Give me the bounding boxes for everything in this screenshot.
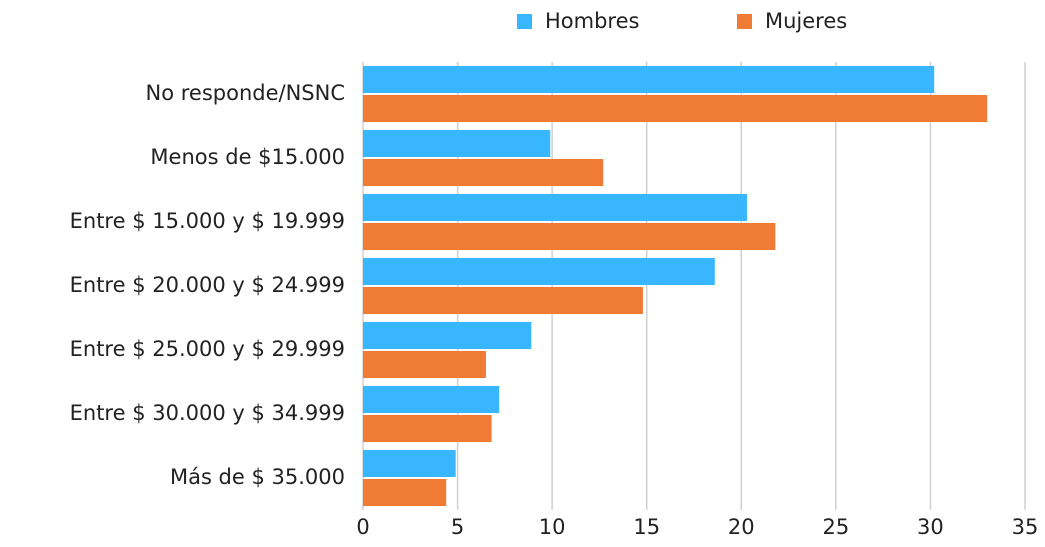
bar [363, 351, 486, 378]
legend-label: Hombres [545, 9, 639, 33]
y-tick-label: Más de $ 35.000 [170, 465, 345, 489]
x-tick-label: 10 [539, 515, 566, 539]
y-tick-label: No responde/NSNC [146, 81, 346, 105]
bar [363, 194, 747, 221]
bar [363, 66, 935, 93]
x-tick-label: 25 [822, 515, 849, 539]
bar [363, 159, 604, 186]
y-tick-label: Entre $ 25.000 y $ 29.999 [70, 337, 345, 361]
bar [363, 130, 551, 157]
x-tick-label: 15 [633, 515, 660, 539]
legend-swatch [737, 14, 752, 29]
y-tick-label: Entre $ 15.000 y $ 19.999 [70, 209, 345, 233]
x-tick-label: 20 [728, 515, 755, 539]
x-tick-label: 5 [451, 515, 464, 539]
bar [363, 287, 643, 314]
x-tick-label: 30 [917, 515, 944, 539]
y-tick-label: Menos de $15.000 [150, 145, 345, 169]
bar [363, 95, 988, 122]
bar [363, 322, 532, 349]
legend-swatch [517, 14, 532, 29]
bar [363, 386, 500, 413]
bar [363, 415, 492, 442]
bar [363, 450, 456, 477]
x-tick-label: 0 [356, 515, 369, 539]
bar [363, 223, 776, 250]
bar [363, 258, 715, 285]
y-tick-label: Entre $ 30.000 y $ 34.999 [70, 401, 345, 425]
y-tick-label: Entre $ 20.000 y $ 24.999 [70, 273, 345, 297]
x-tick-label: 35 [1012, 515, 1039, 539]
bar [363, 479, 447, 506]
legend-label: Mujeres [765, 9, 847, 33]
